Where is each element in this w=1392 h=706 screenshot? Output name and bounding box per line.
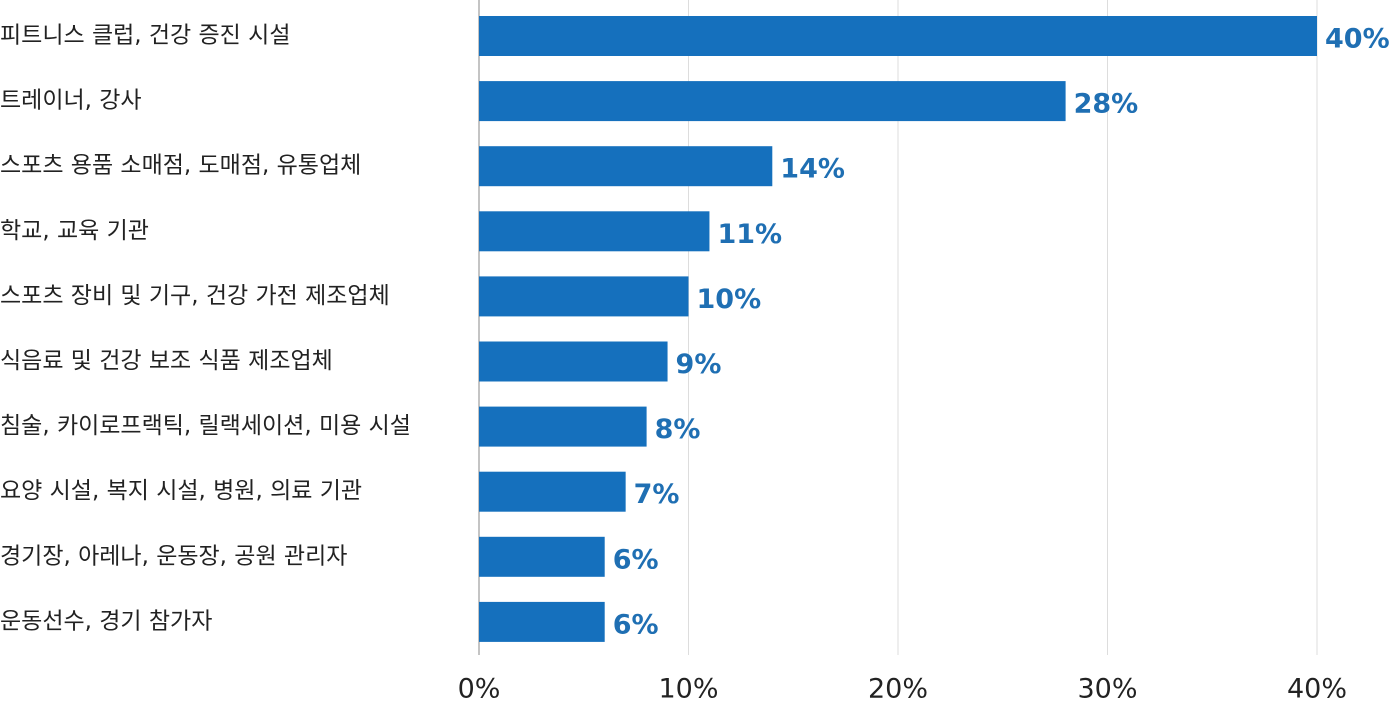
category-label: 운동선수, 경기 참가자	[0, 608, 212, 634]
value-label: 7%	[634, 479, 680, 510]
bar	[479, 536, 605, 577]
category-label: 경기장, 아레나, 운동장, 공원 관리자	[0, 543, 347, 569]
bar	[479, 341, 668, 382]
value-label: 6%	[613, 544, 659, 575]
category-label: 스포츠 장비 및 기구, 건강 가전 제조업체	[0, 283, 390, 309]
category-label: 스포츠 용품 소매점, 도매점, 유통업체	[0, 153, 361, 179]
value-label: 11%	[717, 219, 782, 250]
value-label: 8%	[655, 414, 701, 445]
value-label: 14%	[780, 154, 845, 185]
category-label: 요양 시설, 복지 시설, 병원, 의료 기관	[0, 478, 362, 504]
category-label: 트레이너, 강사	[0, 88, 142, 114]
category-label: 식음료 및 건강 보조 식품 제조업체	[0, 348, 333, 374]
category-label: 학교, 교육 기관	[0, 218, 149, 244]
bar	[479, 601, 605, 642]
value-label: 28%	[1074, 89, 1139, 120]
x-tick-label: 10%	[658, 674, 718, 705]
value-label: 40%	[1325, 24, 1390, 55]
x-tick-label: 40%	[1287, 674, 1347, 705]
category-label: 피트니스 클럽, 건강 증진 시설	[0, 23, 290, 49]
bar	[479, 211, 710, 252]
x-tick-label: 0%	[458, 674, 501, 705]
value-label: 10%	[697, 284, 762, 315]
value-label: 6%	[613, 609, 659, 640]
bar	[479, 81, 1066, 122]
x-tick-label: 30%	[1077, 674, 1137, 705]
category-label: 침술, 카이로프랙틱, 릴랙세이션, 미용 시설	[0, 413, 411, 439]
bar	[479, 146, 773, 187]
bar	[479, 16, 1317, 56]
bar	[479, 471, 626, 512]
x-tick-label: 20%	[868, 674, 928, 705]
bar	[479, 276, 689, 317]
bar	[479, 406, 647, 447]
value-label: 9%	[676, 349, 722, 380]
